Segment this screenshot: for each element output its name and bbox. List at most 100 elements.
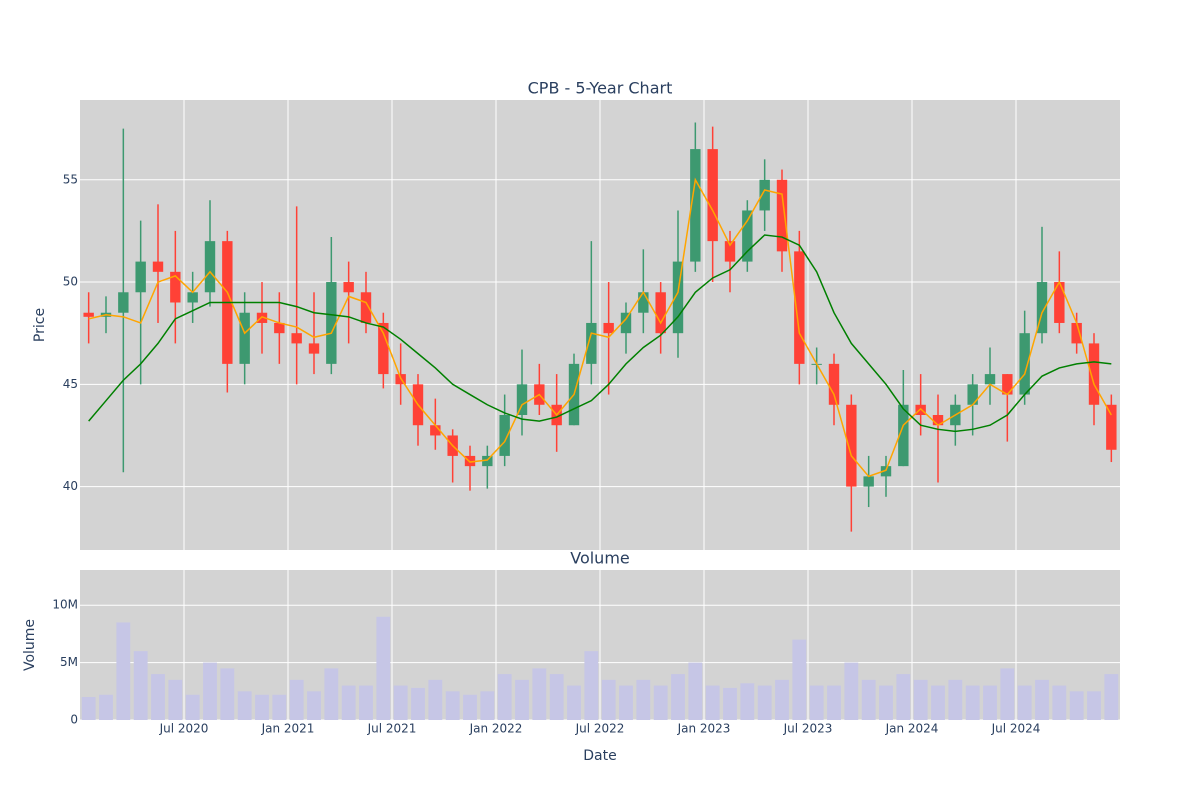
volume-bar [896,674,911,720]
volume-bar [307,691,321,720]
candle-body [620,312,632,334]
volume-bar [81,697,96,720]
candle-body [759,179,770,211]
volume-bar [1052,685,1067,720]
subplot-title: Volume [570,549,630,568]
volume-bar [203,662,217,720]
candle-body [932,415,944,426]
candle-body [274,322,285,334]
candle-body [516,384,528,415]
volume-bar [428,679,443,720]
candle-body [724,241,736,262]
x-tick-label: Jan 2024 [885,722,939,736]
candle-body [776,179,788,252]
volume-bar [1000,668,1015,720]
volume-bar [653,685,668,720]
moving-average-line [88,234,1112,433]
candle-body [603,322,614,334]
y-tick-label: 5M [60,655,78,669]
volume-bar [151,674,165,720]
candle-body [742,210,753,262]
volume-bar [445,691,460,720]
volume-bar [809,685,824,720]
x-tick-label: Jul 2022 [575,722,625,736]
candle-body [152,261,164,272]
candle-body [828,363,840,405]
volume-bar [1104,674,1119,720]
candle-body [83,312,94,317]
candle-body [1054,282,1065,323]
volume-bar [723,687,737,720]
y-tick-label: 0 [70,713,78,727]
x-tick-label: Jul 2021 [367,722,417,736]
x-tick-label: Jul 2020 [159,722,209,736]
candle-body [984,374,996,385]
volume-bar [1035,679,1049,720]
y-axis-title: Volume [22,619,38,671]
volume-bar [255,694,269,720]
volume-bar [116,622,131,720]
candle-body [794,251,805,364]
candle-body [863,476,874,487]
x-tick-label: Jan 2021 [261,722,315,736]
candle-body [880,466,892,477]
volume-bar [341,685,356,720]
x-tick-label: Jul 2024 [991,722,1041,736]
volume-bar [411,687,425,720]
candle-body [187,292,198,303]
candle-body [1106,404,1117,450]
chart-title: CPB - 5-Year Chart [528,79,673,98]
volume-bar [1069,691,1084,720]
volume-bar [636,679,651,720]
candle-body [1071,322,1082,344]
candle-body [170,271,181,303]
volume-bar [827,685,841,720]
candle-body [430,425,441,436]
volume-bar [1017,685,1032,720]
candle-body [1002,374,1013,395]
volume-bar [237,691,252,720]
candle-body [638,292,649,313]
volume-bar [515,679,529,720]
volume-bar [705,685,720,720]
candle-body [308,343,320,354]
volume-bar [185,694,200,720]
volume-bar [965,685,980,720]
volume-bar [948,679,963,720]
candle-body [239,312,250,364]
volume-bar [861,679,876,720]
candle-body [967,384,978,405]
candle-body [204,241,216,293]
x-tick-label: Jan 2022 [469,722,523,736]
candle-body [291,333,302,344]
y-tick-label: 45 [63,377,78,391]
x-tick-label: Jul 2023 [783,722,833,736]
volume-bar [931,685,945,720]
volume-bar [688,662,703,720]
candle-body [482,455,493,467]
moving-average-line [88,177,1112,478]
volume-bar [497,674,512,720]
candle-body [135,261,146,293]
candle-body [586,322,597,364]
volume-bar [324,668,339,720]
volume-bar [1087,691,1101,720]
volume-bar [671,674,685,720]
candle-body [655,292,666,334]
candle-body [1088,343,1100,405]
candle-body [846,404,857,487]
volume-bar [532,668,547,720]
volume-bar [133,651,148,720]
y-axis-title: Price [32,308,48,342]
x-axis-title: Date [583,748,616,764]
volume-bar [549,674,564,720]
y-tick-label: 10M [52,598,78,612]
candle-body [1019,333,1030,395]
volume-bar [757,685,772,720]
volume-bar [272,694,287,720]
volume-bar [775,679,789,720]
volume-bar [567,685,581,720]
volume-bar [844,662,859,720]
